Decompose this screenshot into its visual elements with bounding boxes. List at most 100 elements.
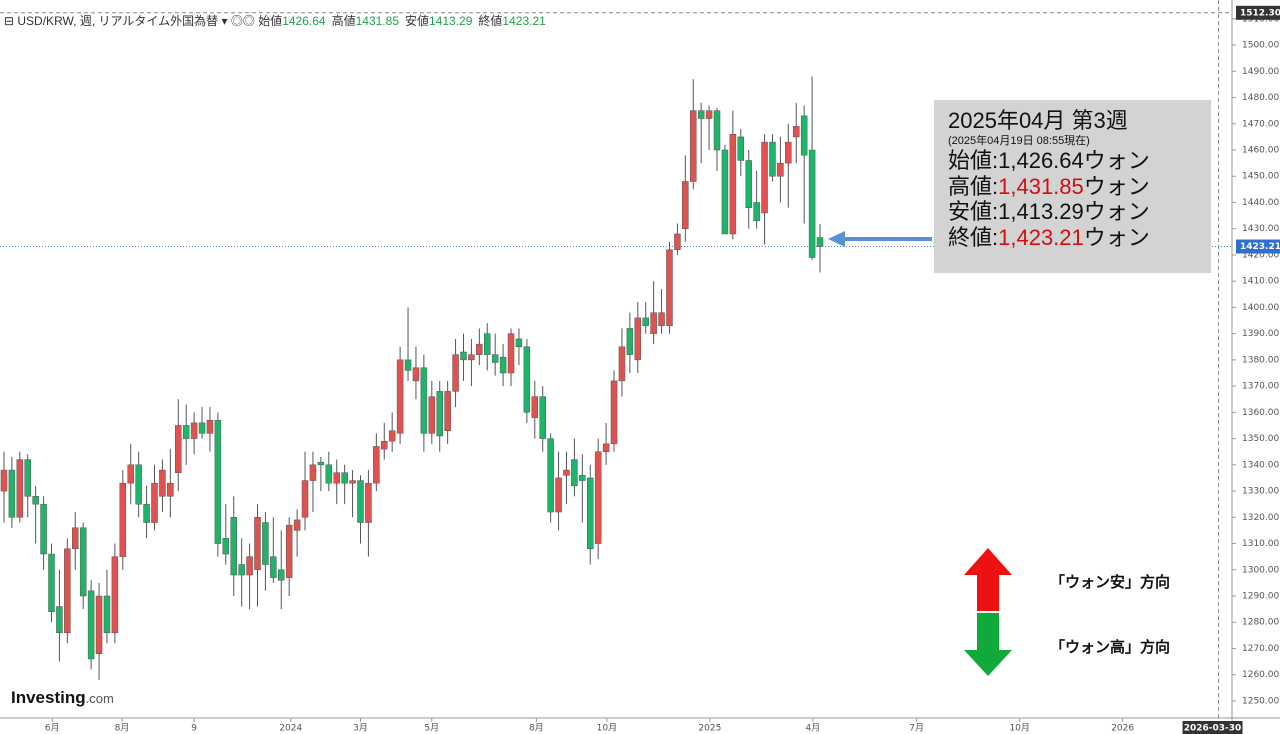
candle-body bbox=[682, 181, 689, 229]
y-tick-label: 1420.00 bbox=[1242, 250, 1279, 260]
y-tick-label: 1300.00 bbox=[1242, 565, 1279, 575]
candle-body bbox=[674, 233, 681, 250]
candle-body bbox=[309, 464, 317, 481]
header: ⊟ USD/KRW, 週, リアルタイム外国為替 ▾ ◎◎ 始値1426.64 高… bbox=[4, 12, 552, 29]
candle-body bbox=[792, 126, 800, 138]
candle-body bbox=[539, 396, 546, 439]
header-label: 高値 bbox=[331, 14, 356, 28]
info-unit: ウォン bbox=[1083, 224, 1150, 250]
x-tick-label: 9 bbox=[191, 724, 197, 734]
candle-body bbox=[753, 202, 760, 222]
candle-body bbox=[95, 595, 103, 654]
candle-body bbox=[729, 134, 737, 235]
info-unit: ウォン bbox=[1083, 173, 1150, 199]
candle-body bbox=[246, 556, 253, 576]
candle-body bbox=[579, 475, 586, 481]
candle-body bbox=[555, 477, 562, 513]
candle-body bbox=[587, 477, 594, 550]
x-tick-label: 3月 bbox=[353, 723, 368, 734]
candle-body bbox=[301, 480, 309, 518]
info-unit: ウォン bbox=[1083, 148, 1150, 173]
logo-suffix: .com bbox=[85, 691, 114, 706]
x-tick-label: 8月 bbox=[529, 723, 544, 734]
candle-body bbox=[87, 590, 95, 660]
candle-body bbox=[285, 524, 293, 578]
candle-body bbox=[175, 425, 182, 473]
y-tick-label: 1390.00 bbox=[1242, 329, 1279, 339]
candle-body bbox=[491, 354, 499, 363]
candle-body bbox=[182, 425, 190, 439]
info-unit: ウォン bbox=[1083, 199, 1150, 224]
x-tick-label: 8月 bbox=[115, 723, 130, 734]
candle-body bbox=[0, 469, 8, 492]
info-row: 高値:1,431.85ウォン bbox=[948, 174, 1211, 200]
logo-name: Investing bbox=[11, 688, 86, 707]
candle-body bbox=[602, 443, 610, 452]
candle-body bbox=[317, 461, 325, 466]
candle-body bbox=[697, 110, 705, 119]
candle-body bbox=[230, 517, 237, 576]
x-tick-label: 4月 bbox=[806, 723, 821, 734]
candle-body bbox=[333, 472, 340, 484]
candle-body bbox=[816, 237, 824, 247]
candle-body bbox=[198, 422, 206, 434]
y-tick-label: 1350.00 bbox=[1242, 434, 1279, 444]
crosshair-y-label: 1512.30 bbox=[1240, 8, 1280, 18]
x-tick-label: 6月 bbox=[45, 723, 60, 734]
candle-body bbox=[634, 317, 642, 361]
candle-body bbox=[689, 110, 697, 182]
info-asof: (2025年04月19日 08:55現在) bbox=[948, 135, 1090, 147]
info-label: 終値: bbox=[948, 224, 999, 250]
candle-body bbox=[349, 480, 356, 484]
candle-body bbox=[159, 469, 166, 497]
candle-body bbox=[40, 503, 47, 555]
y-tick-label: 1470.00 bbox=[1242, 119, 1279, 129]
info-label: 安値: bbox=[948, 199, 999, 224]
y-tick-label: 1380.00 bbox=[1242, 355, 1279, 365]
candle-body bbox=[79, 527, 87, 597]
y-tick-label: 1290.00 bbox=[1242, 592, 1279, 602]
y-tick-label: 1410.00 bbox=[1242, 277, 1279, 287]
candle-body bbox=[650, 312, 657, 334]
candle-body bbox=[444, 391, 451, 431]
candle-body bbox=[476, 343, 483, 355]
y-tick-label: 1250.00 bbox=[1242, 696, 1279, 706]
x-tick-label: 2026 bbox=[1111, 724, 1134, 734]
legend-up: 「ウォン安」方向 bbox=[1050, 574, 1171, 591]
y-tick-label: 1480.00 bbox=[1242, 93, 1279, 103]
candle-body bbox=[56, 606, 63, 633]
arrow-up bbox=[964, 548, 1012, 611]
x-tick-label: 2025 bbox=[698, 724, 721, 734]
info-row: 始値:1,426.64ウォン bbox=[948, 148, 1211, 174]
candle-body bbox=[190, 422, 198, 439]
candle-body bbox=[119, 482, 127, 557]
y-tick-label: 1400.00 bbox=[1242, 303, 1279, 313]
symbol: USD/KRW, 週, リアルタイム外国為替 bbox=[17, 14, 219, 28]
info-label: 始値: bbox=[948, 148, 999, 173]
legend-down: 「ウォン高」方向 bbox=[1050, 639, 1171, 656]
y-tick-label: 1440.00 bbox=[1242, 198, 1279, 208]
info-value: 1,431.85 bbox=[998, 173, 1084, 199]
candle-body bbox=[143, 503, 150, 523]
candle-body bbox=[452, 354, 459, 392]
candle-body bbox=[642, 317, 649, 327]
candle-body bbox=[737, 136, 745, 161]
header-label: 安値 bbox=[405, 14, 430, 28]
candle-body bbox=[238, 564, 245, 576]
candle-body bbox=[531, 396, 539, 418]
candle-body bbox=[222, 538, 230, 555]
info-rows: 始値:1,426.64ウォン 高値:1,431.85ウォン 安値:1,413.29ウ… bbox=[948, 148, 1211, 250]
candle-body bbox=[293, 519, 301, 531]
candle-body bbox=[507, 333, 515, 374]
candle-body bbox=[111, 556, 119, 633]
candle-body bbox=[103, 595, 111, 633]
x-tick-label: 10月 bbox=[597, 723, 617, 734]
candle-body bbox=[658, 312, 665, 327]
info-value: 1,423.21 bbox=[998, 224, 1084, 250]
candle-body bbox=[341, 472, 348, 484]
candle-body bbox=[64, 548, 71, 633]
candle-body bbox=[365, 482, 372, 523]
candle-body bbox=[381, 440, 388, 450]
candle-body bbox=[404, 359, 412, 371]
